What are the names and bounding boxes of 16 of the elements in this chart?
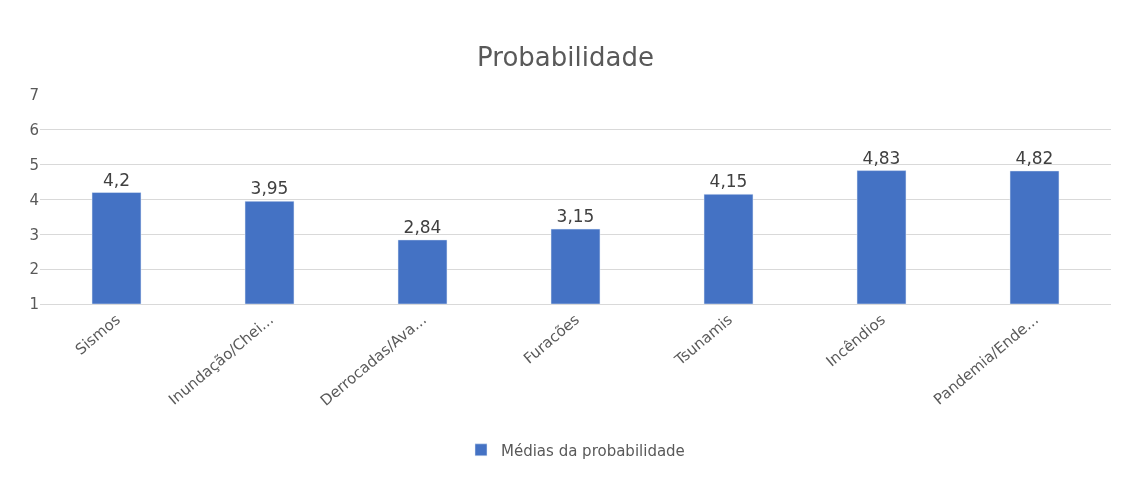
y-tick-label: 6 <box>29 121 39 140</box>
data-label: 4,83 <box>862 147 901 168</box>
data-label: 2,84 <box>403 216 442 237</box>
y-tick-label: 4 <box>29 190 39 209</box>
y-tick-label: 1 <box>29 295 39 314</box>
data-label: 4,15 <box>709 171 748 192</box>
y-tick-label: 3 <box>29 225 39 244</box>
chart-title: Probabilidade <box>477 42 654 73</box>
y-tick-label: 2 <box>29 260 39 279</box>
data-label: 4,82 <box>1015 147 1054 168</box>
y-tick-label: 7 <box>29 86 39 105</box>
legend-label: Médias da probabilidade <box>501 441 685 460</box>
data-label: 4,2 <box>102 169 131 190</box>
data-label: 3,95 <box>250 178 289 199</box>
data-label: 3,15 <box>556 206 595 227</box>
y-tick-label: 5 <box>29 155 39 174</box>
